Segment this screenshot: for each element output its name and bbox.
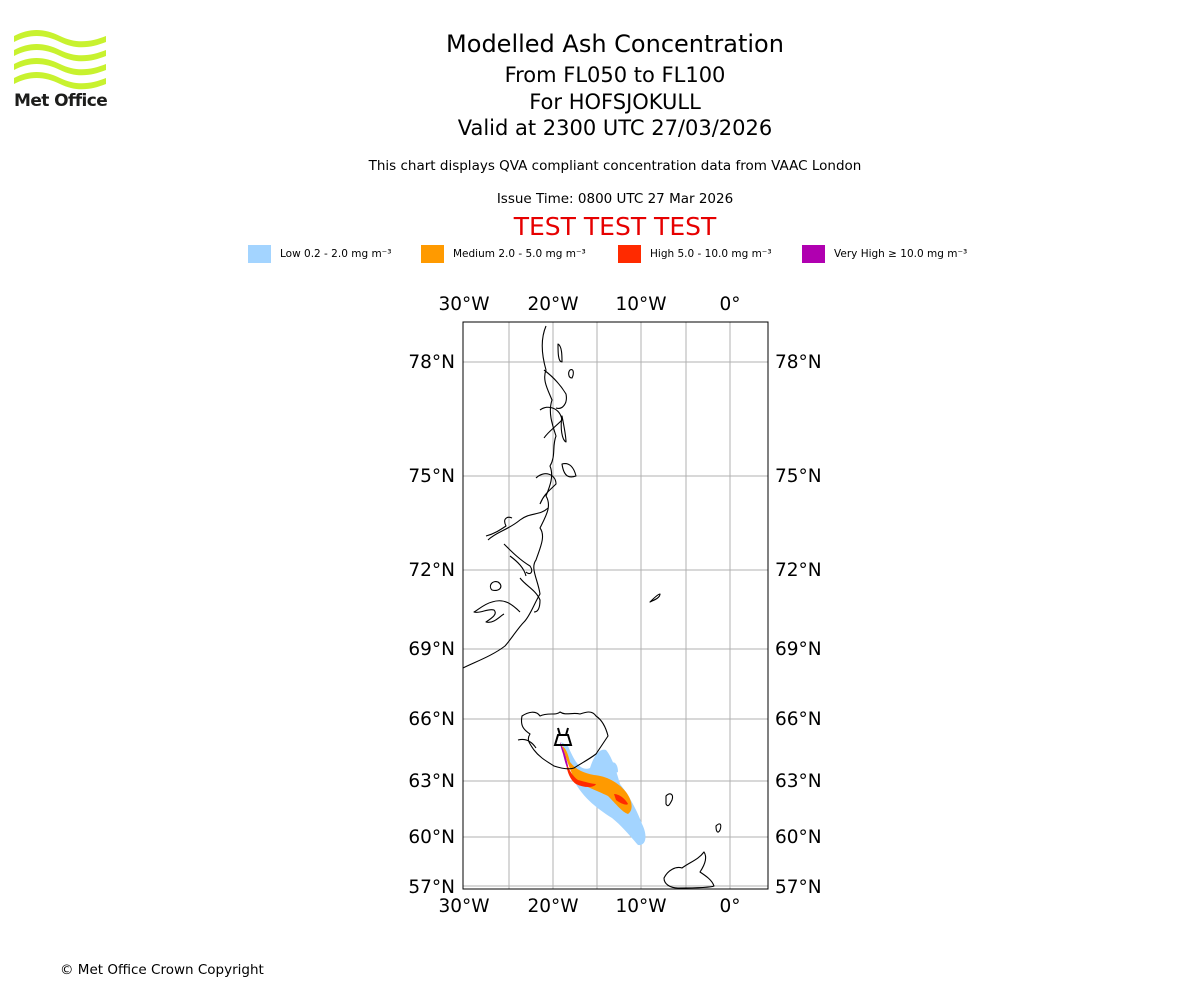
lat-label-right-75n: 75°N [775, 466, 822, 487]
ash-region-medium [562, 746, 632, 814]
legend-item-low: Low 0.2 - 2.0 mg m⁻³ [248, 244, 391, 264]
valid-time: Valid at 2300 UTC 27/03/2026 [457, 116, 773, 140]
legend-item-very-high: Very High ≥ 10.0 mg m⁻³ [802, 244, 967, 264]
legend-item-medium: Medium 2.0 - 5.0 mg m⁻³ [421, 244, 586, 264]
chart-description: This chart displays QVA compliant concen… [368, 158, 862, 174]
lat-label-left-66n: 66°N [408, 709, 455, 730]
lat-label-right-78n: 78°N [775, 352, 822, 373]
ash-region-high [566, 760, 628, 805]
legend-label-very-high: Very High ≥ 10.0 mg m⁻³ [834, 248, 968, 260]
lat-label-left-75n: 75°N [408, 466, 455, 487]
lon-label-top-30w: 30°W [438, 294, 489, 315]
map-gridlines [463, 322, 768, 889]
copyright-notice: © Met Office Crown Copyright [60, 962, 264, 978]
chart-title: Modelled Ash Concentration [446, 30, 784, 58]
legend-swatch-medium [421, 245, 444, 263]
lat-label-left-72n: 72°N [408, 560, 455, 581]
lon-label-bottom-20w: 20°W [527, 896, 578, 917]
concentration-legend: Low 0.2 - 2.0 mg m⁻³ Medium 2.0 - 5.0 mg… [0, 244, 1200, 264]
met-office-logo: Met Office [14, 30, 110, 112]
lon-label-bottom-0: 0° [719, 896, 740, 917]
lat-label-right-60n: 60°N [775, 827, 822, 848]
lat-label-left-63n: 63°N [408, 771, 455, 792]
met-office-waves-icon [14, 30, 106, 90]
lat-label-right-72n: 72°N [775, 560, 822, 581]
legend-swatch-low [248, 245, 271, 263]
lon-label-bottom-30w: 30°W [438, 896, 489, 917]
lon-label-top-10w: 10°W [615, 294, 666, 315]
lat-label-left-78n: 78°N [408, 352, 455, 373]
lat-label-right-69n: 69°N [775, 639, 822, 660]
test-banner: TEST TEST TEST [513, 212, 717, 241]
map-frame [462, 321, 769, 890]
logo-text: Met Office [14, 91, 108, 111]
lat-label-right-66n: 66°N [775, 709, 822, 730]
lat-label-left-69n: 69°N [408, 639, 455, 660]
lon-label-top-20w: 20°W [527, 294, 578, 315]
legend-label-medium: Medium 2.0 - 5.0 mg m⁻³ [453, 248, 586, 260]
legend-label-low: Low 0.2 - 2.0 mg m⁻³ [280, 248, 392, 260]
legend-label-high: High 5.0 - 10.0 mg m⁻³ [650, 248, 772, 260]
volcano-icon [553, 727, 573, 746]
legend-swatch-very-high [802, 245, 825, 263]
lat-label-left-57n: 57°N [408, 877, 455, 898]
volcano-name: For HOFSJOKULL [529, 90, 701, 114]
lat-label-left-60n: 60°N [408, 827, 455, 848]
legend-swatch-high [618, 245, 641, 263]
legend-item-high: High 5.0 - 10.0 mg m⁻³ [618, 244, 772, 264]
lat-label-right-57n: 57°N [775, 877, 822, 898]
ash-region-very-high [560, 742, 568, 768]
lon-label-bottom-10w: 10°W [615, 896, 666, 917]
coastlines [462, 325, 722, 889]
lat-label-right-63n: 63°N [775, 771, 822, 792]
flight-level-range: From FL050 to FL100 [504, 63, 726, 87]
issue-time: Issue Time: 0800 UTC 27 Mar 2026 [496, 191, 734, 207]
lon-label-top-0: 0° [719, 294, 740, 315]
